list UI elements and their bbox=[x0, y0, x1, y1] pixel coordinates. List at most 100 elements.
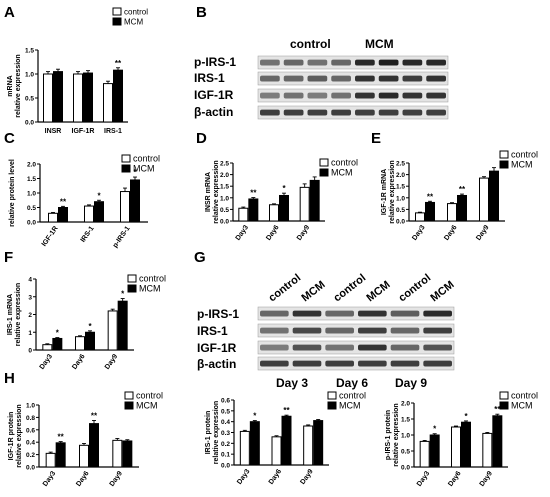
blot-band bbox=[260, 109, 280, 116]
blot-band bbox=[260, 59, 280, 66]
legend-label-mcm: MCM bbox=[511, 401, 533, 411]
bar-control bbox=[75, 336, 85, 351]
x-tick-label: Day6 bbox=[71, 353, 86, 371]
legend-label-mcm: MCM bbox=[139, 284, 161, 294]
bar-control bbox=[120, 191, 130, 223]
legend-label-control: control bbox=[339, 391, 366, 401]
y-tick-label: 0.2 bbox=[26, 452, 35, 459]
y-tick-label: 0.0 bbox=[26, 465, 35, 472]
bar-mcm bbox=[492, 415, 503, 468]
blot-g-day9: Day 9 bbox=[395, 376, 427, 390]
blot-band bbox=[283, 59, 304, 66]
blot-band bbox=[283, 92, 304, 99]
blot-band bbox=[390, 327, 420, 334]
legend-label-mcm: MCM bbox=[133, 164, 155, 174]
blot-band bbox=[331, 75, 351, 82]
legend-swatch-control bbox=[499, 391, 509, 400]
legend-label-control: control bbox=[511, 391, 538, 401]
bar-control bbox=[299, 186, 310, 222]
blot-strip bbox=[257, 88, 449, 103]
legend-swatch-control bbox=[327, 391, 337, 400]
blot-band bbox=[307, 75, 328, 82]
legend-label-control: control bbox=[133, 154, 160, 164]
blot-strip bbox=[257, 340, 455, 355]
y-axis-label: IRS-1 mRNA bbox=[7, 294, 14, 335]
legend-label-control: control bbox=[511, 150, 538, 160]
legend-swatch-mcm bbox=[127, 284, 137, 293]
panel-letter-a: A bbox=[4, 4, 15, 21]
blot-band bbox=[325, 344, 354, 351]
x-tick-label: Day3 bbox=[236, 468, 251, 486]
significance-mark: ** bbox=[250, 189, 257, 198]
blot-strip bbox=[257, 356, 455, 371]
blot-band bbox=[402, 109, 423, 116]
legend-swatch-control bbox=[319, 158, 329, 167]
bar-mcm bbox=[249, 421, 260, 466]
y-tick-label: 1 bbox=[28, 330, 32, 337]
blot-band bbox=[283, 75, 304, 82]
y-axis-label: relative expression bbox=[213, 401, 220, 464]
legend-label-mcm: MCM bbox=[136, 401, 158, 411]
legend-swatch-mcm bbox=[124, 401, 134, 410]
blot-band bbox=[325, 310, 354, 317]
blot-g-day3: Day 3 bbox=[276, 376, 308, 390]
significance-mark: ** bbox=[283, 406, 290, 415]
x-tick-label: Day3 bbox=[42, 470, 57, 488]
legend-swatch-mcm bbox=[112, 17, 122, 26]
bar-control bbox=[419, 440, 430, 468]
blot-band bbox=[331, 92, 351, 99]
x-tick-label: Day6 bbox=[443, 224, 458, 242]
y-tick-label: 0.3 bbox=[221, 430, 230, 437]
legend-label-control: control bbox=[124, 8, 148, 17]
blot-band bbox=[355, 109, 375, 116]
y-tick-label: 0.6 bbox=[221, 398, 230, 405]
blot-band bbox=[358, 310, 387, 317]
blot-band bbox=[426, 75, 446, 82]
blot-band bbox=[292, 310, 322, 317]
x-tick-label: Day6 bbox=[75, 470, 90, 488]
legend-label-mcm: MCM bbox=[124, 18, 143, 27]
blot-band bbox=[331, 109, 351, 116]
blot-g-column-label: control bbox=[396, 272, 433, 304]
blot-band bbox=[292, 327, 322, 334]
blot-band bbox=[292, 344, 322, 351]
y-tick-label: 0.8 bbox=[26, 415, 35, 422]
blot-band bbox=[283, 109, 304, 116]
y-tick-label: 2.0 bbox=[401, 401, 410, 408]
y-tick-label: 2.5 bbox=[396, 161, 405, 168]
x-tick-label: Day6 bbox=[447, 470, 462, 488]
bar-mcm bbox=[279, 194, 289, 222]
significance-mark: ** bbox=[58, 433, 65, 442]
blot-band bbox=[390, 310, 420, 317]
legend-label-control: control bbox=[136, 391, 163, 401]
blot-band bbox=[307, 59, 328, 66]
bar-mcm bbox=[281, 415, 292, 466]
blot-band bbox=[331, 59, 351, 66]
bar-mcm bbox=[58, 207, 68, 223]
blot-g-column-label: MCM bbox=[299, 279, 327, 305]
bar-control bbox=[73, 73, 83, 123]
legend-label-mcm: MCM bbox=[331, 168, 353, 178]
legend-swatch-mcm bbox=[327, 401, 337, 410]
legend-label-mcm: MCM bbox=[511, 160, 533, 170]
blot-band bbox=[358, 344, 387, 351]
bar-mcm bbox=[113, 69, 123, 123]
blot-g-column-label: MCM bbox=[364, 279, 392, 305]
blot-b-row-irs1: IRS-1 bbox=[194, 71, 225, 85]
bar-control bbox=[238, 207, 249, 222]
significance-mark: * bbox=[121, 290, 125, 299]
significance-mark: * bbox=[88, 322, 92, 331]
bar-control bbox=[42, 344, 53, 351]
legend-label-control: control bbox=[139, 274, 166, 284]
significance-mark: ** bbox=[494, 405, 501, 414]
bar-control bbox=[451, 426, 461, 468]
bar-mcm bbox=[83, 72, 93, 123]
y-tick-label: 0.5 bbox=[27, 205, 36, 212]
bar-control bbox=[48, 212, 58, 223]
blot-band bbox=[292, 360, 322, 367]
x-tick-label: IRS-1 bbox=[104, 128, 122, 135]
x-tick-label: Day3 bbox=[416, 470, 431, 488]
blot-strip bbox=[257, 323, 455, 338]
bar-mcm bbox=[52, 337, 63, 351]
